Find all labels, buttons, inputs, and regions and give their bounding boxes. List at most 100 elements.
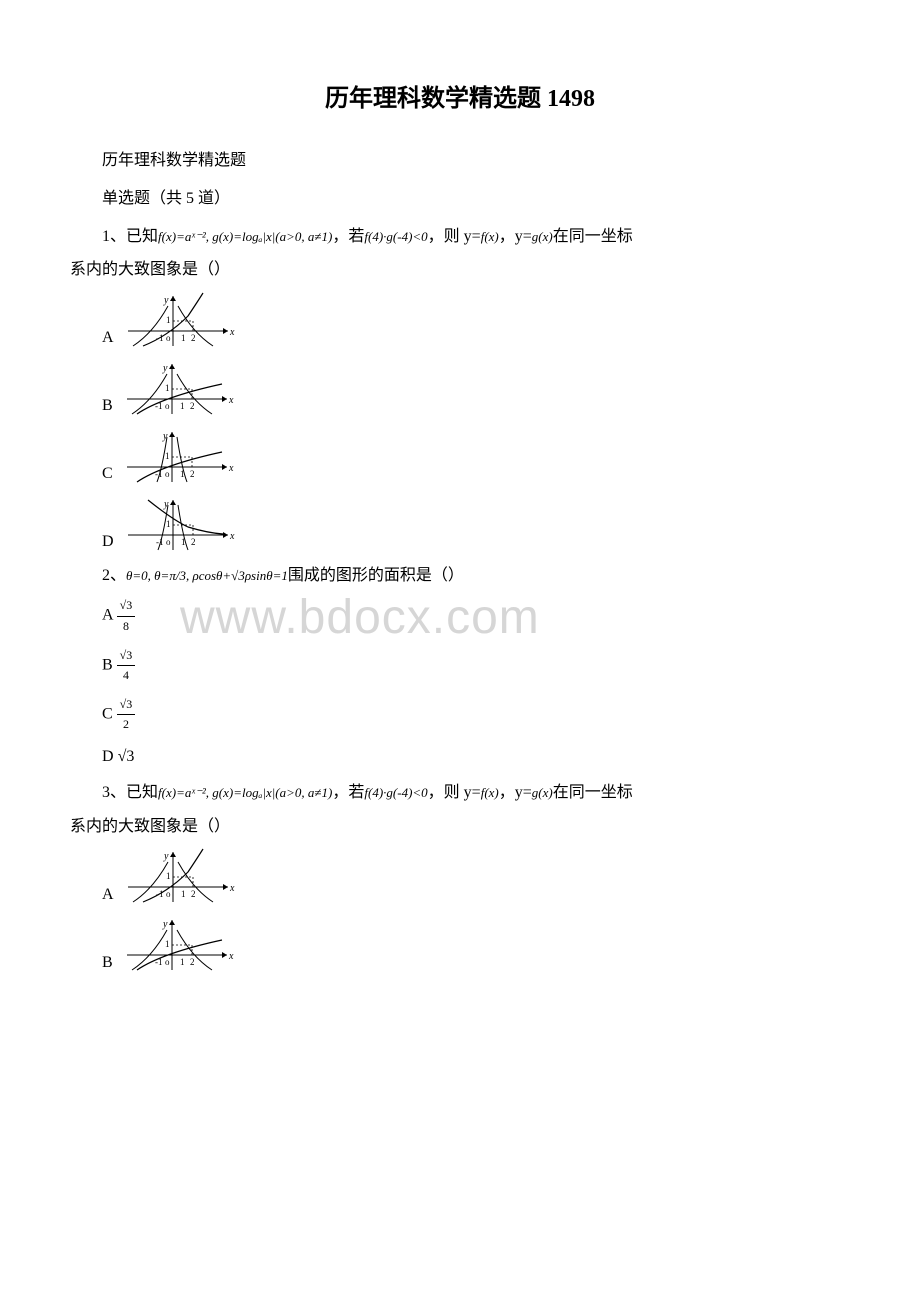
- q2-option-b-label: B: [102, 656, 113, 673]
- q1-option-a-graph: x y o -1 1 2 1: [118, 291, 238, 351]
- q1-option-a-label: A: [102, 325, 114, 351]
- q3-option-a-label: A: [102, 882, 114, 908]
- q1-option-c-graph: x y o -1 1 2 1: [117, 427, 237, 487]
- q2-option-c-label: C: [102, 705, 113, 722]
- svg-text:o: o: [165, 957, 170, 967]
- svg-text:x: x: [228, 463, 234, 474]
- q2-option-a-den: 8: [117, 617, 136, 636]
- q2-option-d: D √3: [102, 744, 850, 770]
- svg-text:2: 2: [190, 469, 195, 479]
- q3-number: 3、: [102, 784, 126, 801]
- page-content: 历年理科数学精选题 1498 历年理科数学精选题 单选题（共 5 道） 1、已知…: [70, 80, 850, 975]
- q1-formula4: g(x): [532, 229, 553, 244]
- q2-option-b-den: 4: [117, 666, 136, 685]
- q2-option-b-frac: √3 4: [117, 646, 136, 685]
- q3-mid1: ，若: [332, 784, 364, 801]
- q1-formula1: f(x)=aˣ⁻², g(x)=logₐ|x|(a>0, a≠1): [158, 229, 332, 244]
- q2-option-d-label: D: [102, 748, 114, 765]
- svg-text:x: x: [229, 327, 235, 338]
- q3-option-b-graph: x y o -1 1 2 1: [117, 915, 237, 975]
- q1-option-d-label: D: [102, 529, 114, 555]
- q2-option-b-num: √3: [117, 646, 136, 666]
- q2-number: 2、: [102, 567, 126, 584]
- q3-option-a-graph: x y o -1 1 2 1: [118, 847, 238, 907]
- svg-text:o: o: [165, 401, 170, 411]
- q1-option-d-graph: x y o -1 1 2 1: [118, 495, 238, 555]
- q2-option-a: A √3 8: [102, 596, 850, 635]
- q2-suffix: 围成的图形的面积是（）: [288, 567, 464, 584]
- q1-mid2: ，则 y=: [428, 228, 481, 245]
- svg-text:y: y: [162, 431, 168, 442]
- q1-prefix: 已知: [126, 228, 158, 245]
- svg-text:x: x: [229, 883, 235, 894]
- q3-option-b: B x y o -1 1 2 1: [102, 915, 850, 975]
- subtitle: 历年理科数学精选题: [70, 148, 850, 174]
- q1-option-c: C x y o -1 1 2 1: [102, 427, 850, 487]
- q3-formula3: f(x): [481, 785, 499, 800]
- q1-mid3: ，y=: [499, 228, 532, 245]
- svg-text:2: 2: [191, 333, 196, 343]
- question-1: 1、已知f(x)=aˣ⁻², g(x)=logₐ|x|(a>0, a≠1)，若f…: [70, 224, 850, 250]
- svg-text:y: y: [163, 499, 169, 510]
- svg-text:2: 2: [190, 401, 195, 411]
- q3-formula2: f(4)·g(-4)<0: [364, 785, 427, 800]
- svg-text:1: 1: [166, 871, 171, 881]
- svg-text:o: o: [166, 889, 171, 899]
- svg-text:1: 1: [166, 519, 171, 529]
- q1-option-b-graph: x y o -1 1 2 1: [117, 359, 237, 419]
- q3-option-b-label: B: [102, 950, 113, 976]
- q2-option-d-value: √3: [118, 748, 135, 765]
- q1-formula2: f(4)·g(-4)<0: [364, 229, 427, 244]
- q3-prefix: 已知: [126, 784, 158, 801]
- q3-mid3: ，y=: [499, 784, 532, 801]
- svg-text:o: o: [166, 537, 171, 547]
- q1-option-b: B x y o -1 1 2 1: [102, 359, 850, 419]
- svg-text:1: 1: [180, 401, 185, 411]
- q1-option-b-label: B: [102, 393, 113, 419]
- svg-text:1: 1: [181, 333, 186, 343]
- section-label: 单选题（共 5 道）: [70, 186, 850, 212]
- q2-option-a-frac: √3 8: [117, 596, 136, 635]
- q3-mid2: ，则 y=: [428, 784, 481, 801]
- q1-mid1: ，若: [332, 228, 364, 245]
- q3-option-a: A x y o -1 1 2 1: [102, 847, 850, 907]
- q1-option-d: D x y o -1 1 2 1: [102, 495, 850, 555]
- q1-option-c-label: C: [102, 461, 113, 487]
- svg-text:2: 2: [191, 537, 196, 547]
- svg-text:2: 2: [190, 957, 195, 967]
- q1-number: 1、: [102, 228, 126, 245]
- q1-formula3: f(x): [481, 229, 499, 244]
- svg-text:y: y: [163, 851, 169, 862]
- q3-formula4: g(x): [532, 785, 553, 800]
- svg-text:o: o: [165, 469, 170, 479]
- svg-text:y: y: [162, 919, 168, 930]
- q2-option-a-label: A: [102, 607, 113, 624]
- q1-suffix: 在同一坐标: [553, 228, 633, 245]
- question-3-line2: 系内的大致图象是（）: [70, 814, 850, 840]
- q2-option-c-num: √3: [117, 695, 136, 715]
- svg-text:x: x: [228, 951, 234, 962]
- svg-text:2: 2: [191, 889, 196, 899]
- svg-text:1: 1: [165, 383, 170, 393]
- svg-text:o: o: [166, 333, 171, 343]
- question-2: 2、θ=0, θ=π/3, ρcosθ+√3ρsinθ=1围成的图形的面积是（）: [70, 563, 850, 589]
- svg-text:1: 1: [181, 889, 186, 899]
- svg-text:1: 1: [165, 939, 170, 949]
- q3-formula1: f(x)=aˣ⁻², g(x)=logₐ|x|(a>0, a≠1): [158, 785, 332, 800]
- svg-text:y: y: [162, 363, 168, 374]
- svg-text:1: 1: [180, 957, 185, 967]
- q2-formula: θ=0, θ=π/3, ρcosθ+√3ρsinθ=1: [126, 568, 288, 583]
- q2-option-b: B √3 4: [102, 646, 850, 685]
- q2-option-c-den: 2: [117, 715, 136, 734]
- svg-text:1: 1: [165, 451, 170, 461]
- q2-option-a-num: √3: [117, 596, 136, 616]
- svg-text:1: 1: [166, 315, 171, 325]
- page-title: 历年理科数学精选题 1498: [70, 80, 850, 118]
- q3-suffix: 在同一坐标: [553, 784, 633, 801]
- q2-option-c-frac: √3 2: [117, 695, 136, 734]
- question-3: 3、已知f(x)=aˣ⁻², g(x)=logₐ|x|(a>0, a≠1)，若f…: [70, 780, 850, 806]
- svg-text:y: y: [163, 295, 169, 306]
- svg-text:x: x: [229, 531, 235, 542]
- q2-option-c: C √3 2: [102, 695, 850, 734]
- q1-option-a: A x y o -1 1 2 1: [102, 291, 850, 351]
